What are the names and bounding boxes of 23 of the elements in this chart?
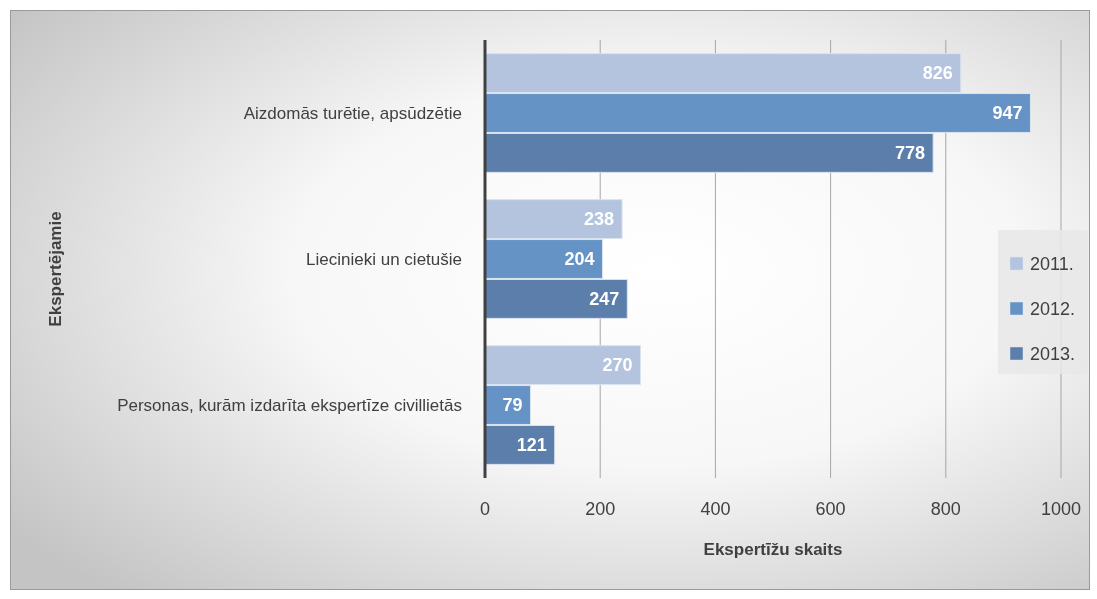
data-label: 947	[992, 103, 1023, 123]
x-tick-label: 400	[700, 499, 731, 519]
x-tick-label: 800	[930, 499, 961, 519]
data-label: 121	[516, 434, 547, 455]
x-tick-label: 1000	[1040, 499, 1082, 519]
data-label: 270	[602, 355, 633, 376]
x-tick-label: 0	[479, 499, 491, 519]
data-label: 826	[922, 63, 953, 84]
data-label: 247	[589, 288, 620, 309]
data-label: 204	[564, 249, 595, 269]
data-label: 79	[502, 395, 523, 415]
data-label: 778	[895, 142, 926, 163]
x-tick-label: 600	[815, 499, 846, 519]
y-tick-label: Aizdomās turētie, apsūdzētie	[243, 103, 462, 123]
y-tick-label: Personas, kurām izdarīta ekspertīze civillietās	[117, 395, 462, 415]
data-label: 238	[584, 209, 615, 230]
y-tick-label: Liecinieki un cietušie	[306, 249, 462, 269]
y-axis-title: Ekspertējamie	[45, 211, 65, 327]
legend-label: 2011.	[1030, 254, 1074, 274]
x-tick-label: 200	[585, 499, 616, 519]
legend-label: 2013.	[1030, 344, 1076, 364]
legend-label: 2012.	[1030, 299, 1076, 319]
x-axis-title: Ekspertīžu skaits	[703, 539, 843, 559]
